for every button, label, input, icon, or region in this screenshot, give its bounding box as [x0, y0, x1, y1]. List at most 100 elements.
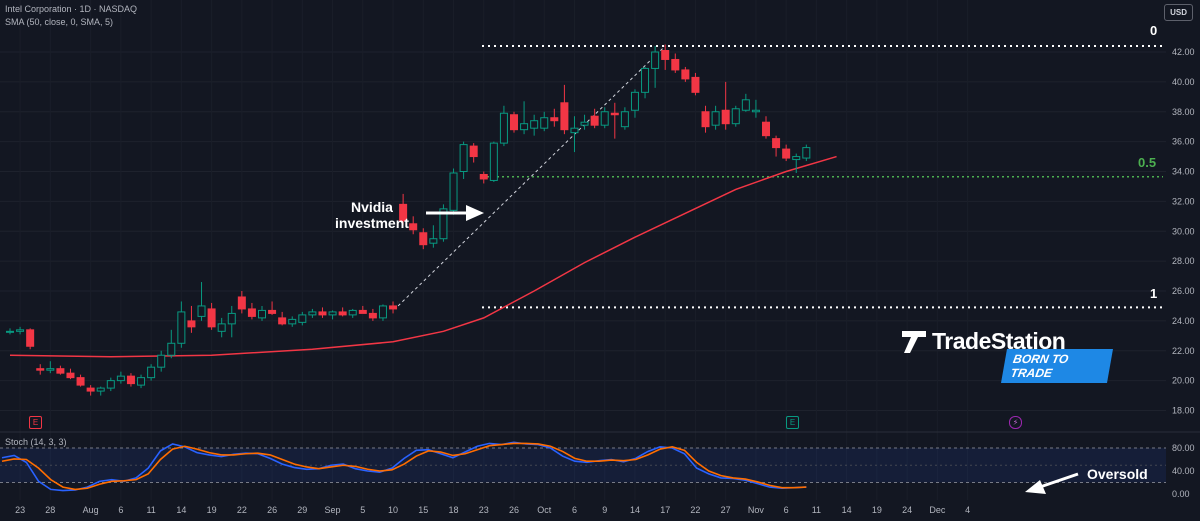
candle-body — [278, 317, 287, 325]
time-tick-label: 5 — [360, 505, 365, 515]
candle-body — [721, 109, 730, 125]
time-tick-label: 19 — [207, 505, 217, 515]
candle-body — [510, 114, 518, 131]
fib-label-05: 0.5 — [1138, 155, 1157, 170]
candle-body — [459, 144, 468, 173]
candle — [802, 144, 811, 162]
candle-body — [701, 111, 710, 128]
price-tick-label: 32.00 — [1172, 196, 1195, 206]
candle-body — [792, 156, 801, 161]
candle-body — [187, 320, 196, 328]
candle — [368, 308, 377, 321]
stoch-legend[interactable]: Stoch (14, 3, 3) — [5, 437, 67, 447]
candle — [701, 105, 710, 133]
sma-line — [9, 155, 837, 358]
candle — [378, 304, 387, 321]
candle-body — [126, 375, 135, 385]
candle-body — [530, 120, 539, 129]
nvidia-annotation: Nvidia investment — [335, 199, 409, 231]
nvidia-annotation-line2: investment — [335, 215, 409, 231]
candle-body — [590, 115, 599, 126]
candle-body — [116, 375, 125, 382]
time-tick-label: 23 — [479, 505, 489, 515]
time-tick-label: 27 — [721, 505, 731, 515]
candle-body — [751, 109, 760, 113]
time-tick-label: 10 — [388, 505, 398, 515]
candle-body — [641, 67, 650, 93]
time-tick-label: 24 — [902, 505, 912, 515]
stoch-k-line — [1, 441, 807, 492]
candle — [46, 361, 55, 374]
sma-legend[interactable]: SMA (50, close, 0, SMA, 5) — [5, 17, 114, 27]
candle — [641, 66, 650, 99]
candle-body — [137, 377, 146, 386]
candle — [126, 373, 135, 387]
candle-body — [620, 111, 629, 128]
candle-body — [106, 380, 115, 389]
time-tick-label: 26 — [509, 505, 519, 515]
candle — [358, 305, 367, 314]
candle-body — [217, 323, 226, 332]
candle — [298, 311, 307, 326]
time-tick-label: Sep — [325, 505, 341, 515]
candle-body — [762, 121, 770, 137]
time-tick-label: 22 — [237, 505, 247, 515]
candle — [389, 301, 398, 314]
time-tick-label: 9 — [602, 505, 607, 515]
candle — [499, 105, 508, 147]
candle-body — [247, 308, 256, 317]
candle-body — [540, 117, 549, 129]
candle-body — [86, 387, 95, 392]
candle-body — [681, 69, 690, 80]
logo-tagline: BORN TO TRADE — [1001, 349, 1113, 383]
time-tick-label: 17 — [660, 505, 670, 515]
oversold-arrow-shaft — [1039, 472, 1079, 489]
earnings-marker[interactable]: E — [29, 416, 42, 429]
earnings-marker[interactable]: E — [786, 416, 799, 429]
candle — [570, 116, 579, 153]
time-tick-label: 23 — [15, 505, 25, 515]
candle — [167, 329, 176, 359]
candle-body — [580, 121, 589, 126]
price-tick-label: 22.00 — [1172, 346, 1195, 356]
time-tick-label: 14 — [630, 505, 640, 515]
candle — [338, 307, 347, 317]
candle-body — [449, 172, 458, 211]
tradestation-logo: TradeStation BORN TO TRADE — [900, 326, 1113, 383]
candle-body — [741, 99, 750, 111]
candle — [26, 328, 35, 350]
candle-body — [258, 309, 266, 319]
price-tick-label: 38.00 — [1172, 107, 1195, 117]
candle-body — [96, 387, 105, 392]
price-tick-label: 28.00 — [1172, 256, 1195, 266]
time-tick-label: 6 — [784, 505, 789, 515]
candle-body — [298, 314, 307, 323]
candle-body — [782, 148, 791, 159]
candle-body — [651, 51, 660, 69]
fib-label-0: 0 — [1150, 23, 1158, 38]
event-marker[interactable]: ⚡ — [1009, 416, 1022, 429]
price-tick-label: 34.00 — [1172, 167, 1195, 177]
candle — [157, 350, 166, 372]
candle-body — [26, 329, 35, 347]
candle — [449, 168, 458, 215]
time-tick-label: 18 — [449, 505, 459, 515]
candle — [308, 308, 317, 318]
candle-body — [368, 312, 377, 319]
candle — [530, 114, 539, 136]
candle — [177, 301, 186, 348]
candle — [772, 135, 781, 157]
price-tick-label: 30.00 — [1172, 226, 1195, 236]
candle-body — [731, 108, 740, 125]
candle — [96, 386, 105, 396]
candle-body — [469, 145, 478, 158]
currency-badge[interactable]: USD — [1164, 4, 1193, 21]
candle — [36, 364, 45, 375]
time-tick-label: Nov — [748, 505, 765, 515]
candle — [560, 84, 569, 135]
time-tick-label: 11 — [146, 505, 155, 515]
candle — [580, 114, 589, 130]
candle-body — [409, 223, 418, 231]
candle-body — [671, 58, 680, 71]
